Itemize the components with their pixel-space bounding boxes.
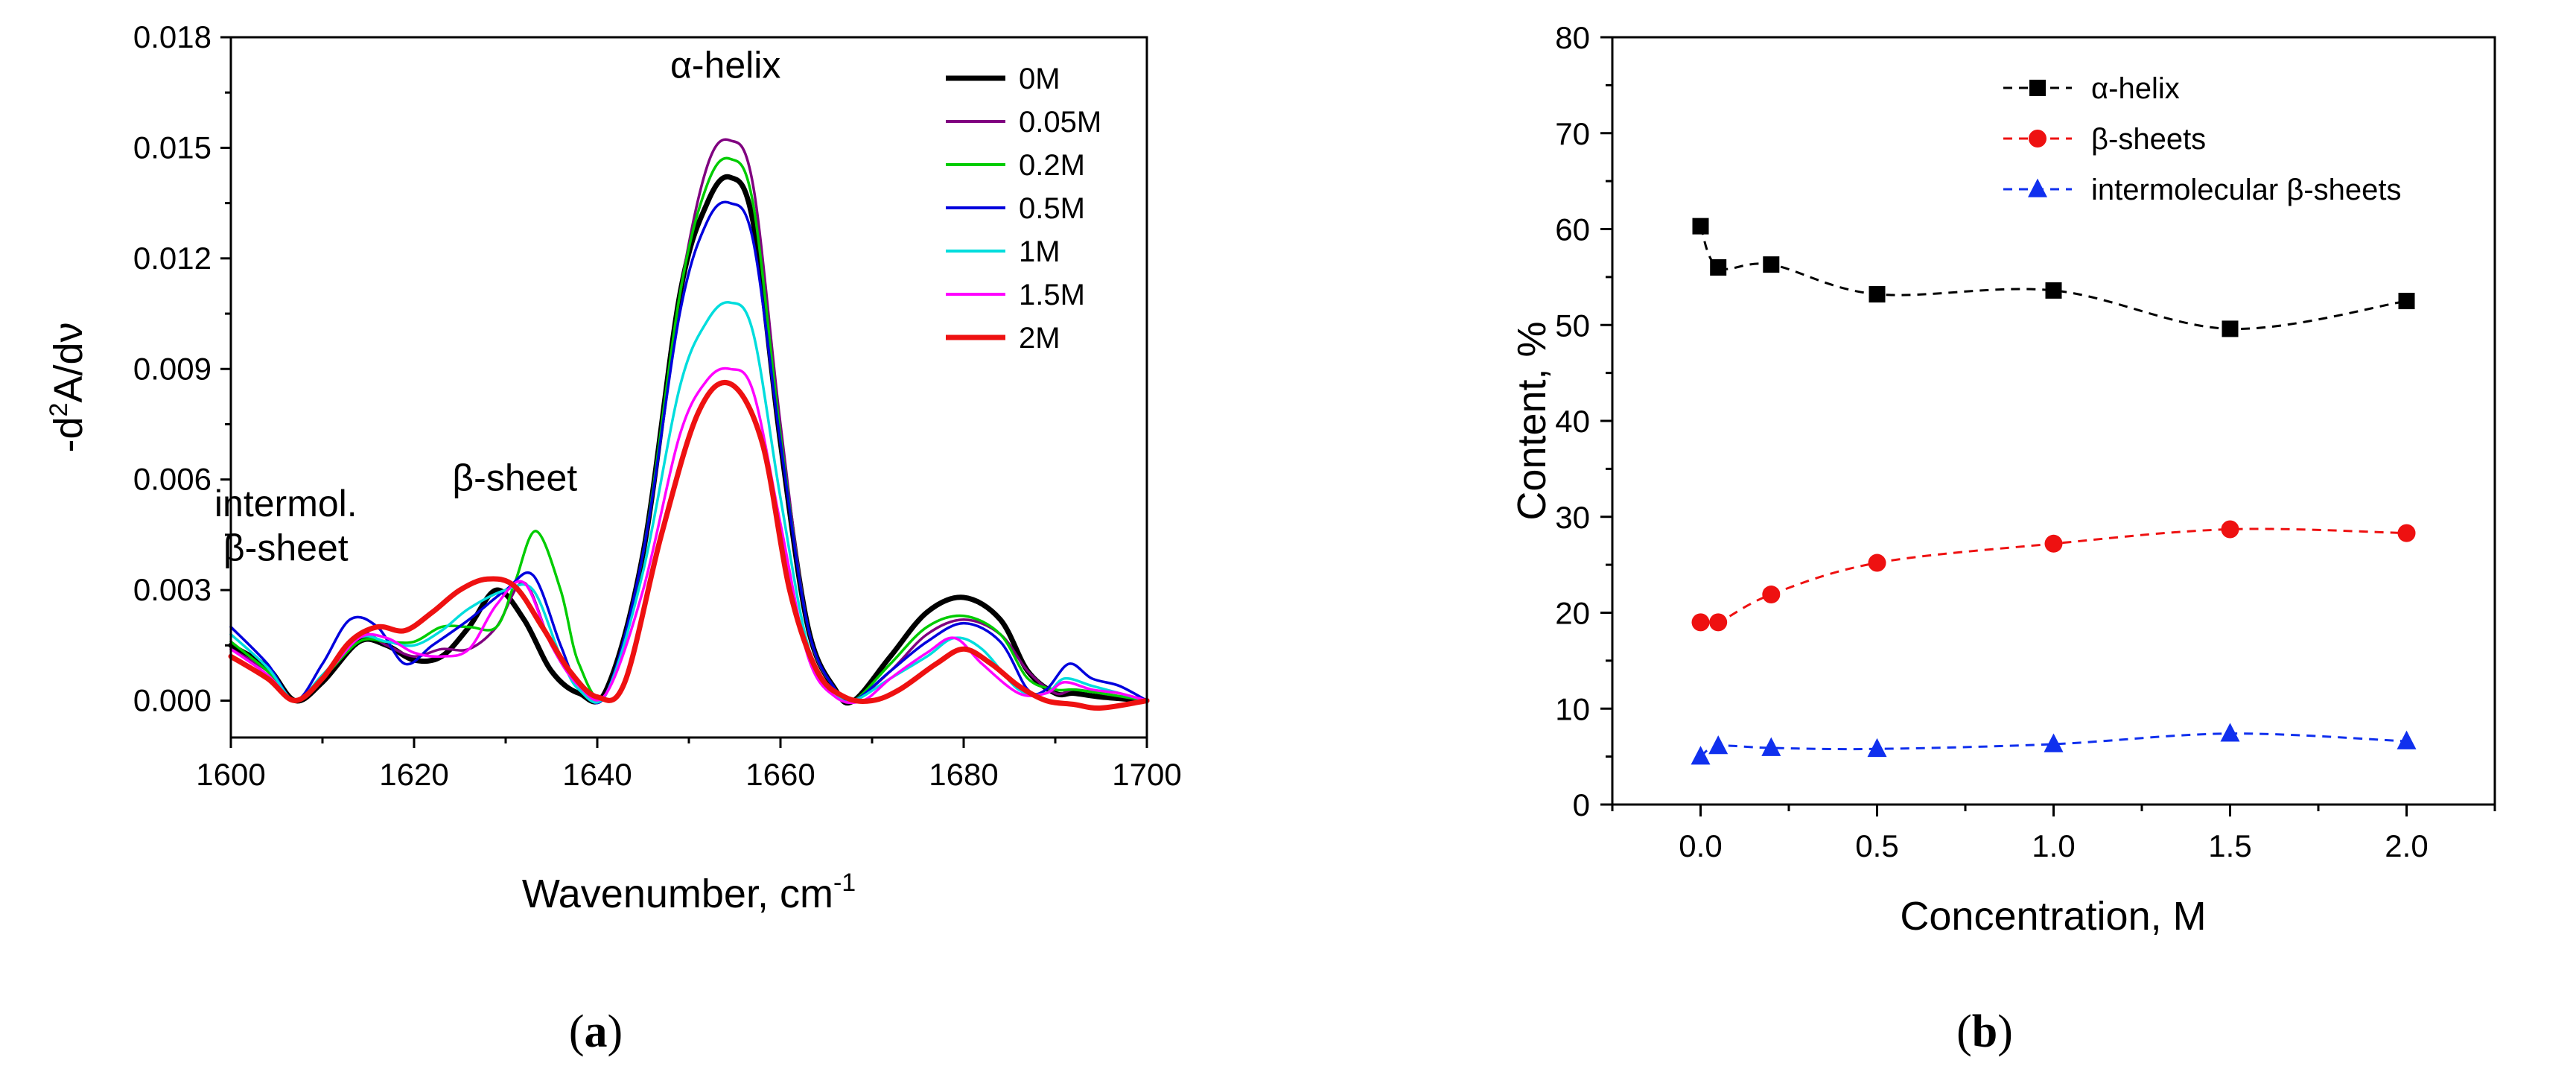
data-point-sheets <box>2221 520 2239 539</box>
y-tick-label: 0.018 <box>133 19 212 54</box>
annotation-beta-sheet: β-sheet <box>452 457 577 499</box>
panel-b-y-axis-label: Content, % <box>1510 321 1554 520</box>
legend-label-intermolecular-sheets: intermolecular β-sheets <box>2091 174 2402 206</box>
x-tick-label: 1600 <box>196 757 265 792</box>
data-point-helix <box>1692 218 1709 235</box>
legend-label-sheets: β-sheets <box>2091 123 2206 156</box>
legend-label-0-05m: 0.05M <box>1019 106 1101 139</box>
data-point-intermolecular-sheets <box>2397 730 2417 749</box>
legend-label-helix: α-helix <box>2091 72 2180 105</box>
x-tick-label: 0.0 <box>1679 828 1722 863</box>
series-line-1-5m <box>229 367 1148 705</box>
data-point-helix <box>1763 256 1780 273</box>
panel-b-series-group <box>1691 218 2417 765</box>
y-tick-label: 0.003 <box>133 572 212 607</box>
legend-label-1m: 1M <box>1019 235 1060 268</box>
panel-a-x-axis-label: Wavenumber, cm-1 <box>522 869 856 916</box>
data-point-helix <box>2222 320 2239 337</box>
panel-b-plot-frame <box>1611 36 2496 806</box>
legend-label-1-5m: 1.5M <box>1019 279 1085 311</box>
annotation-intermol: intermol. <box>214 483 357 524</box>
y-tick-label: 10 <box>1555 691 1590 726</box>
legend-label-0m: 0M <box>1019 63 1060 95</box>
series-line-0-05m <box>229 138 1148 705</box>
series-fit-intermolecular-sheets <box>1699 732 2407 758</box>
series-line-2m <box>228 380 1150 711</box>
panel-b-legend: α-helix β-sheets intermolecular β-sheets <box>2003 72 2402 206</box>
panel-a-legend: 0M 0.05M 0.2M 0.5M 1M 1.5M 2M <box>946 63 1101 355</box>
data-point-sheets <box>2044 534 2063 553</box>
y-tick-label: 70 <box>1555 116 1590 151</box>
panel-a-y-axis-label: -d2A/dν <box>45 323 91 453</box>
series-line-1m <box>229 301 1148 704</box>
y-tick-label: 20 <box>1555 596 1590 631</box>
panel-a-series-group <box>228 138 1150 711</box>
y-tick-label: 0.006 <box>133 462 212 497</box>
panel-b-x-axis-label: Concentration, M <box>1900 894 2206 939</box>
panel-a-ticks: 1600 1620 1640 1660 1680 1700 0.000 0.003 0.006 0… <box>133 19 1182 792</box>
data-point-helix <box>1710 259 1727 276</box>
data-point-helix <box>1869 286 1886 303</box>
panel-a-spectra-chart: 1600 1620 1640 1660 1680 1700 0.000 0.003 0.006 0… <box>45 19 1182 1057</box>
y-tick-label: 60 <box>1555 212 1590 247</box>
series-line-0-2m <box>229 156 1148 704</box>
x-tick-label: 1680 <box>929 757 998 792</box>
panel-b-content-chart: 0.0 0.5 1.0 1.5 2.0 0 10 20 30 40 50 60 70 80 Content… <box>1510 20 2496 1057</box>
data-point-intermolecular-sheets <box>2220 723 2240 742</box>
y-tick-label: 0.009 <box>133 351 212 386</box>
x-tick-label: 1640 <box>562 757 632 792</box>
legend-label-0-2m: 0.2M <box>1019 149 1085 182</box>
y-tick-label: 0.015 <box>133 130 212 165</box>
series-line-0-5m <box>229 200 1148 705</box>
x-tick-label: 1660 <box>745 757 815 792</box>
series-fit-sheets <box>1700 527 2407 626</box>
x-tick-label: 1.0 <box>2032 828 2075 863</box>
y-tick-label: 40 <box>1555 404 1590 439</box>
series-fit-helix <box>1699 226 2407 330</box>
legend-marker-sheets <box>2029 130 2047 147</box>
data-point-sheets <box>1762 586 1781 604</box>
panel-a-caption: (a) <box>569 1006 623 1057</box>
y-tick-label: 0.000 <box>133 683 212 718</box>
data-point-sheets <box>1691 613 1710 632</box>
annotation-intermol-beta-sheet: β-sheet <box>223 527 349 569</box>
data-point-sheets <box>2397 524 2416 542</box>
x-tick-label: 1.5 <box>2208 828 2251 863</box>
data-point-intermolecular-sheets <box>1691 746 1711 765</box>
x-tick-label: 1700 <box>1112 757 1181 792</box>
x-tick-label: 2.0 <box>2385 828 2428 863</box>
legend-label-0-5m: 0.5M <box>1019 192 1085 225</box>
y-tick-label: 0.012 <box>133 241 212 276</box>
data-point-helix <box>2398 293 2415 310</box>
data-point-sheets <box>1709 613 1728 632</box>
panel-b-caption: (b) <box>1956 1006 2013 1057</box>
legend-marker-intermolecular-sheets <box>2028 178 2047 197</box>
data-point-intermolecular-sheets <box>1761 737 1781 756</box>
data-point-sheets <box>1868 553 1886 572</box>
y-tick-label: 80 <box>1555 20 1590 55</box>
legend-label-2m: 2M <box>1019 322 1060 355</box>
x-tick-label: 1620 <box>379 757 448 792</box>
y-tick-label: 0 <box>1573 787 1590 822</box>
x-tick-label: 0.5 <box>1855 828 1898 863</box>
y-tick-label: 50 <box>1555 308 1590 343</box>
y-tick-label: 30 <box>1555 500 1590 535</box>
data-point-intermolecular-sheets <box>1867 737 1887 758</box>
annotation-alpha-helix: α-helix <box>670 44 780 86</box>
panel-b-ticks: 0.0 0.5 1.0 1.5 2.0 0 10 20 30 40 50 60 70 80 <box>1555 20 2496 863</box>
data-point-intermolecular-sheets <box>2044 733 2064 752</box>
legend-marker-helix <box>2029 80 2046 96</box>
series-line-0m <box>228 174 1150 706</box>
data-point-helix <box>2045 282 2062 299</box>
data-point-intermolecular-sheets <box>1708 735 1729 755</box>
